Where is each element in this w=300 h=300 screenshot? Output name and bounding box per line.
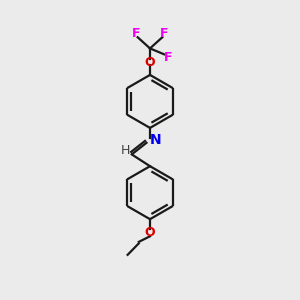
Text: F: F (132, 27, 140, 40)
Text: H: H (121, 144, 130, 158)
Text: F: F (160, 27, 168, 40)
Text: O: O (145, 56, 155, 69)
Text: N: N (149, 133, 161, 147)
Text: F: F (164, 51, 172, 64)
Text: O: O (145, 226, 155, 239)
